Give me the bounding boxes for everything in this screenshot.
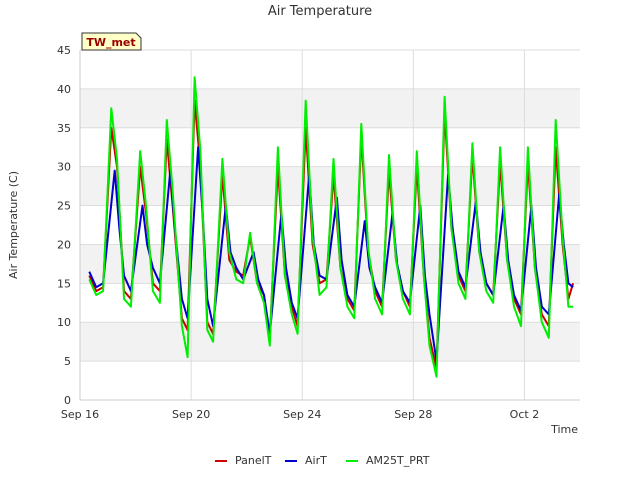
y-tick-label: 40	[57, 83, 71, 96]
legend-label: AM25T_PRT	[366, 454, 430, 467]
legend-label: AirT	[305, 454, 327, 467]
legend-entry-panelt: PanelT	[215, 454, 272, 467]
x-tick-label: Sep 24	[283, 408, 321, 421]
y-tick-label: 45	[57, 44, 71, 57]
station-label-box: TW_met	[81, 32, 142, 51]
plot-band	[80, 322, 580, 362]
y-tick-label: 15	[57, 277, 71, 290]
x-axis-label: Time	[550, 423, 578, 436]
y-tick-label: 35	[57, 122, 71, 135]
plot-band	[80, 88, 580, 128]
legend: PanelT AirT AM25T_PRT	[215, 454, 430, 467]
y-tick-label: 10	[57, 316, 71, 329]
y-tick-label: 20	[57, 238, 71, 251]
y-tick-label: 30	[57, 161, 71, 174]
legend-entry-am25t-prt: AM25T_PRT	[346, 454, 430, 467]
y-tick-label: 0	[64, 394, 71, 407]
axes	[79, 50, 580, 401]
tick-labels: 0 5 10 15 20 25 30 35 40 45 Sep 16 Sep 20 Sep 24 Sep …	[57, 44, 539, 421]
y-tick-label: 25	[57, 200, 71, 213]
legend-label: PanelT	[235, 454, 272, 467]
x-tick-label: Sep 20	[172, 408, 210, 421]
series-line-am25t-prt	[88, 76, 574, 378]
series-layer	[88, 76, 575, 378]
legend-entry-airt: AirT	[285, 454, 327, 467]
station-label: TW_met	[86, 36, 135, 49]
chart-title: Air Temperature	[268, 4, 372, 19]
x-tick-label: Oct 2	[510, 408, 540, 421]
y-axis-label: Air Temperature (C)	[7, 171, 20, 279]
x-tick-label: Sep 16	[61, 408, 99, 421]
plot-band	[80, 166, 580, 206]
y-tick-label: 5	[64, 355, 71, 368]
x-tick-label: Sep 28	[394, 408, 432, 421]
